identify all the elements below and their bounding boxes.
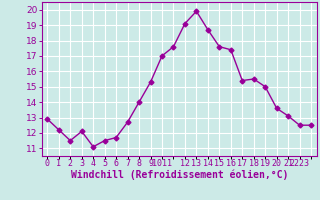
X-axis label: Windchill (Refroidissement éolien,°C): Windchill (Refroidissement éolien,°C) — [70, 169, 288, 180]
